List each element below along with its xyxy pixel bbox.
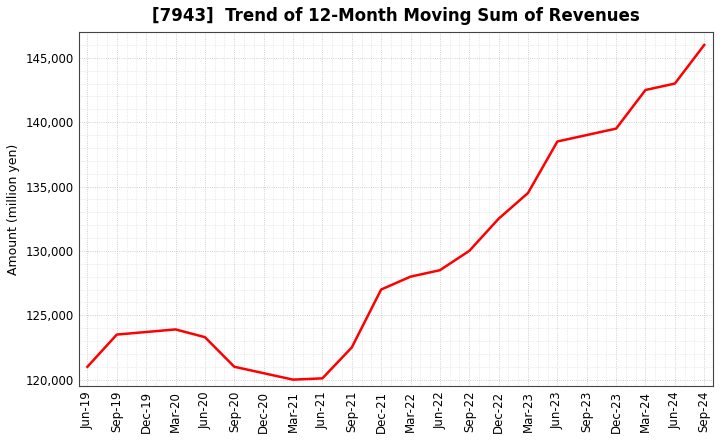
Title: [7943]  Trend of 12-Month Moving Sum of Revenues: [7943] Trend of 12-Month Moving Sum of R… [152, 7, 639, 25]
Y-axis label: Amount (million yen): Amount (million yen) [7, 143, 20, 275]
